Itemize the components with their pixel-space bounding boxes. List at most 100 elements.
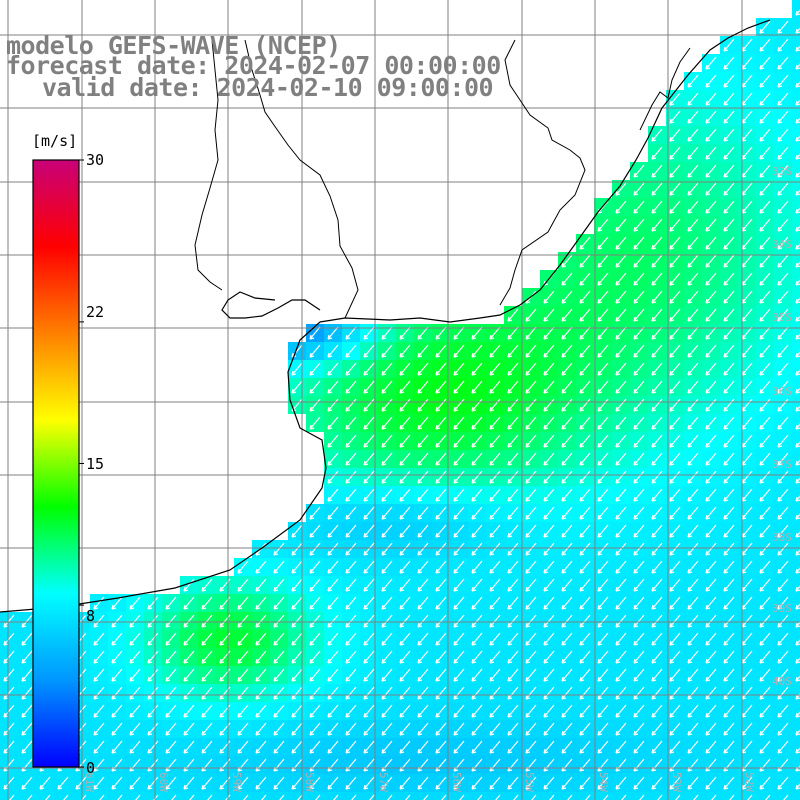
wind-arrow <box>255 668 267 682</box>
wind-arrow <box>345 416 357 430</box>
wind-arrow <box>669 254 681 268</box>
wind-arrow <box>759 74 771 88</box>
wind-speed-cell <box>792 54 800 72</box>
wind-arrow <box>777 470 789 484</box>
wind-arrow <box>489 686 501 700</box>
wind-arrow <box>633 668 645 682</box>
wind-arrow <box>687 164 699 178</box>
wind-arrow <box>651 452 663 466</box>
wind-arrow <box>561 668 573 682</box>
wind-speed-cell <box>36 792 54 800</box>
wind-arrow <box>363 380 375 394</box>
wind-arrow <box>165 596 177 610</box>
wind-arrow <box>723 686 735 700</box>
wind-arrow <box>417 398 429 412</box>
wind-arrow <box>453 776 465 790</box>
wind-arrow <box>381 506 393 520</box>
wind-arrow <box>723 650 735 664</box>
wind-arrow <box>669 722 681 736</box>
wind-arrow <box>291 524 303 538</box>
wind-arrow <box>381 398 393 412</box>
wind-arrow <box>723 560 735 574</box>
wind-speed-cell <box>792 90 800 108</box>
wind-arrow <box>759 290 771 304</box>
wind-arrow <box>777 20 789 34</box>
wind-arrow <box>345 740 357 754</box>
wind-arrow <box>615 704 627 718</box>
wind-arrow <box>3 614 15 628</box>
wind-arrow <box>237 614 249 628</box>
wind-arrow <box>543 434 555 448</box>
wind-arrow <box>579 326 591 340</box>
wind-arrow <box>327 596 339 610</box>
wind-arrow <box>327 506 339 520</box>
wind-arrow <box>687 434 699 448</box>
wind-arrow <box>369 794 375 800</box>
wind-arrow <box>543 614 555 628</box>
wind-arrow <box>399 452 411 466</box>
wind-arrow <box>669 146 681 160</box>
wind-arrow <box>687 704 699 718</box>
wind-arrow <box>399 326 411 340</box>
wind-arrow <box>561 776 573 790</box>
wind-arrow <box>759 560 771 574</box>
wind-arrow <box>723 542 735 556</box>
wind-arrow <box>201 668 213 682</box>
wind-arrow <box>759 524 771 538</box>
wind-arrow <box>723 272 735 286</box>
coastline-south-america <box>0 19 771 613</box>
wind-arrow <box>363 596 375 610</box>
wind-arrow <box>597 578 609 592</box>
wind-arrow <box>669 200 681 214</box>
wind-arrow <box>615 560 627 574</box>
wind-speed-cell <box>792 702 800 720</box>
wind-speed-cell <box>792 324 800 342</box>
wind-arrow <box>669 650 681 664</box>
wind-arrow <box>651 542 663 556</box>
wind-arrow <box>543 560 555 574</box>
wind-arrow <box>291 650 303 664</box>
wind-arrow <box>345 524 357 538</box>
wind-arrow <box>669 596 681 610</box>
wind-arrow <box>669 416 681 430</box>
wind-arrow <box>147 686 159 700</box>
wind-arrow <box>795 441 800 448</box>
wind-arrow <box>777 740 789 754</box>
wind-arrow <box>669 380 681 394</box>
wind-arrow <box>291 632 303 646</box>
wind-arrow <box>777 110 789 124</box>
wind-arrow <box>597 452 609 466</box>
wind-arrow <box>777 632 789 646</box>
wind-arrow <box>705 308 717 322</box>
wind-arrow <box>669 668 681 682</box>
wind-arrow <box>435 542 447 556</box>
wind-arrow <box>3 704 15 718</box>
wind-arrow <box>399 344 411 358</box>
wind-arrow <box>273 722 285 736</box>
wind-arrow <box>117 794 123 800</box>
wind-arrow <box>723 398 735 412</box>
wind-arrow <box>723 416 735 430</box>
wind-arrow <box>795 387 800 394</box>
wind-arrow <box>777 398 789 412</box>
wind-arrow <box>795 639 800 646</box>
wind-arrow <box>381 668 393 682</box>
wind-arrow <box>759 236 771 250</box>
wind-arrow <box>639 794 645 800</box>
wind-arrow <box>525 578 537 592</box>
wind-arrow <box>687 236 699 250</box>
wind-speed-cell <box>792 234 800 252</box>
wind-arrow <box>633 344 645 358</box>
wind-arrow <box>183 686 195 700</box>
wind-speed-cell <box>792 36 800 54</box>
wind-arrow <box>525 596 537 610</box>
wind-arrow <box>615 362 627 376</box>
wind-arrow <box>201 632 213 646</box>
wind-arrow <box>669 488 681 502</box>
wind-arrow <box>615 542 627 556</box>
wind-arrow <box>795 657 800 664</box>
wind-speed-cell <box>108 792 126 800</box>
wind-arrow <box>417 416 429 430</box>
wind-arrow <box>273 704 285 718</box>
longitude-label: 53W <box>670 772 683 792</box>
